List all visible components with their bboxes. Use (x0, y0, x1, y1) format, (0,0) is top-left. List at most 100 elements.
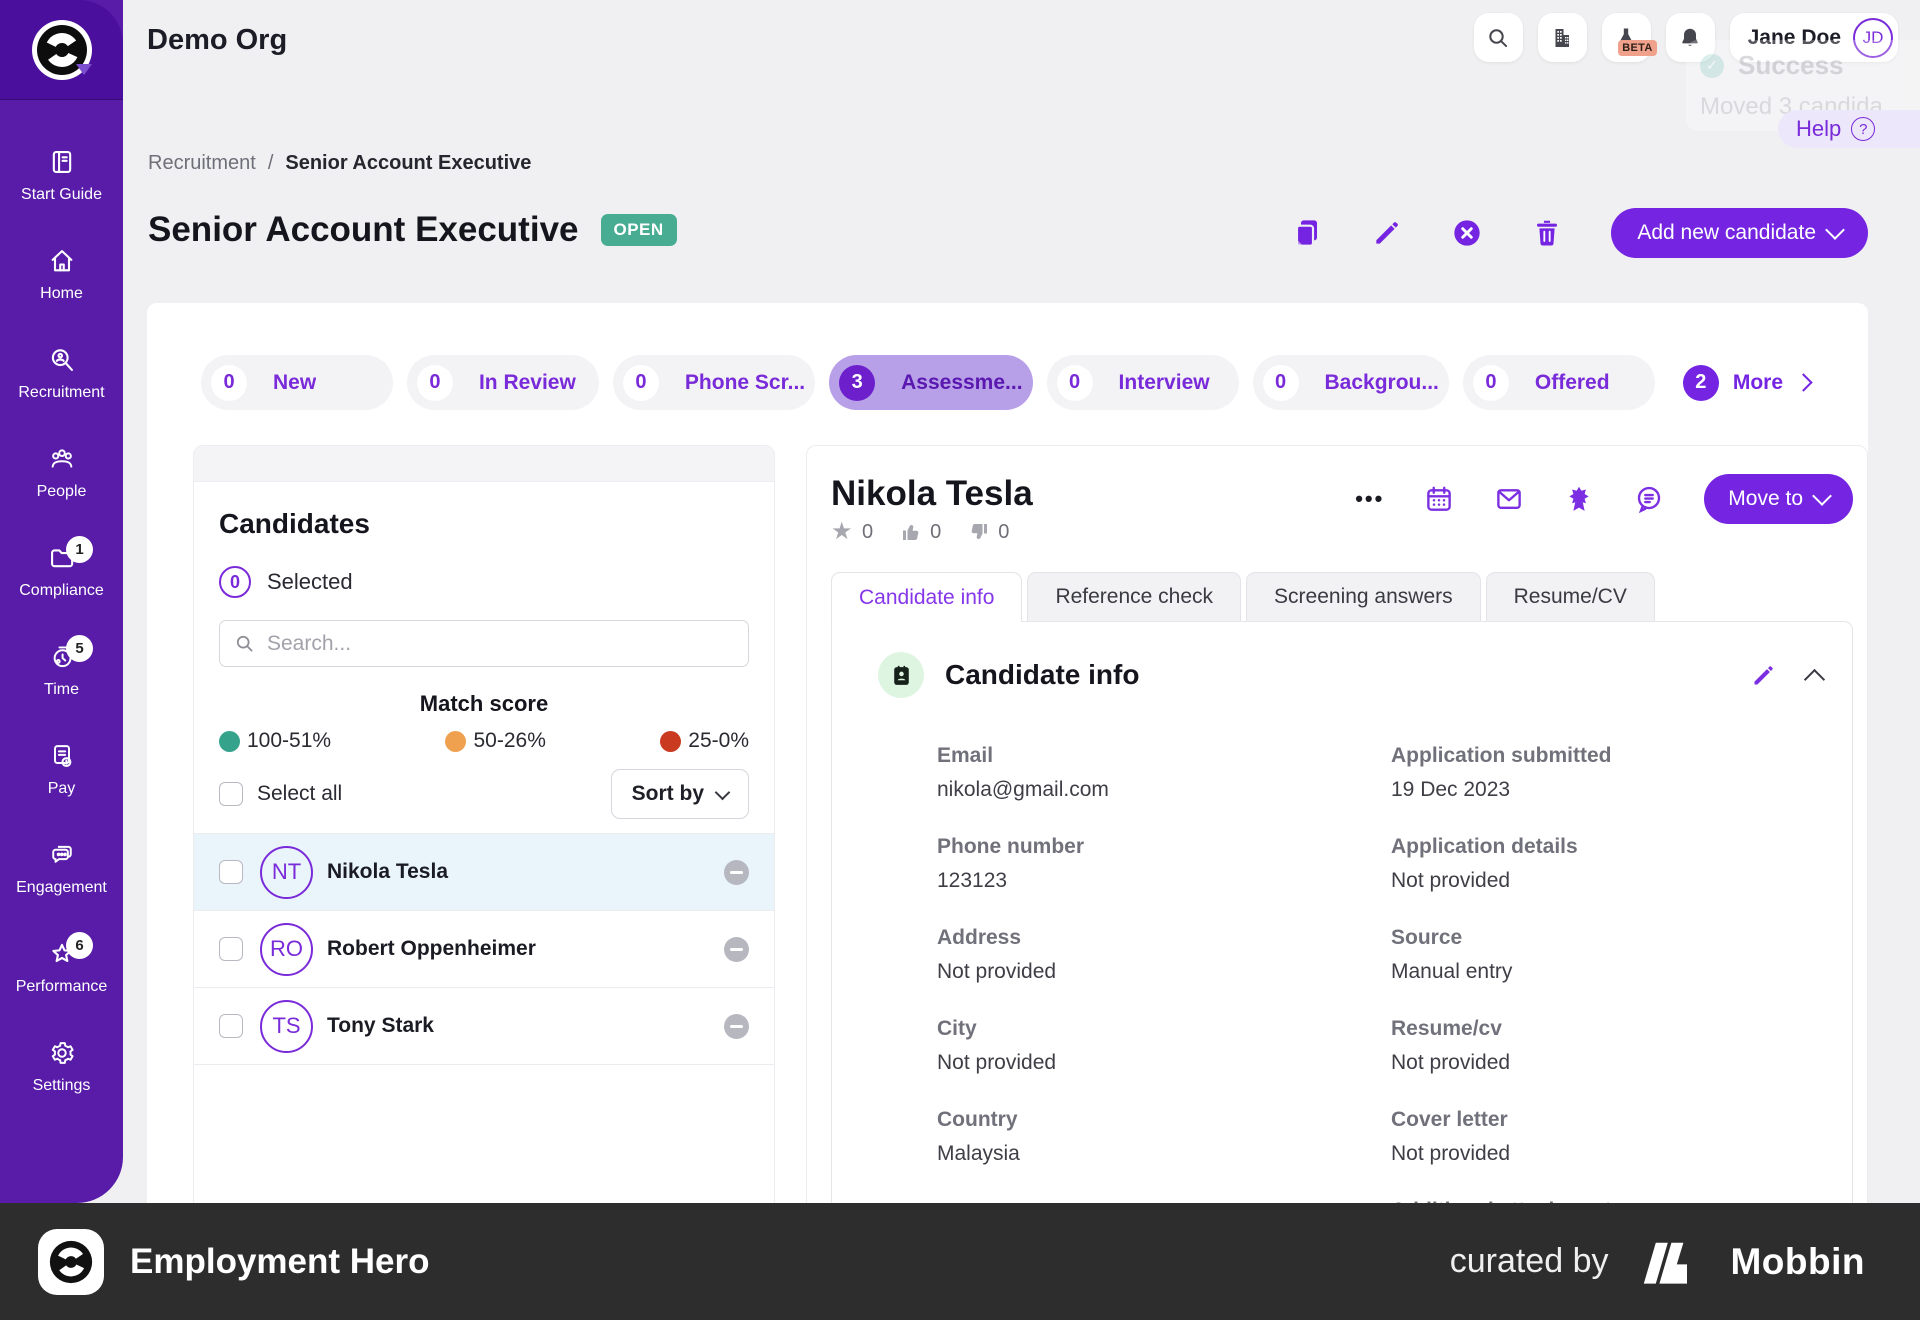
close-circle-icon[interactable] (1451, 217, 1483, 249)
sidebar-item-label: Engagement (16, 879, 107, 896)
sidebar-item-label: Home (40, 285, 83, 302)
stage-interview[interactable]: 0 Interview (1046, 355, 1239, 410)
remove-candidate-icon[interactable] (724, 859, 749, 885)
bell-icon (1682, 28, 1698, 46)
question-circle-icon: ? (1851, 117, 1876, 141)
edit-info-icon[interactable] (1750, 662, 1777, 689)
select-all-label: Select all (257, 782, 343, 805)
sidebar-item-time[interactable]: 5 Time (0, 623, 123, 722)
candidate-detail-panel: Nikola Tesla ★ 0 0 0 ••• (806, 445, 1868, 1320)
stage-label: Assessme... (901, 370, 1023, 394)
org-logo-button[interactable] (0, 0, 123, 100)
org-name: Demo Org (147, 24, 288, 56)
sidebar-item-label: Performance (15, 978, 108, 995)
candidate-info-fields: Email nikola@gmail.com Phone number 123123… (832, 698, 1852, 1240)
stage-offered[interactable]: 0 Offered (1462, 355, 1655, 410)
mobbin-logo-icon (1644, 1242, 1688, 1284)
thumbs-up-count: 0 (930, 520, 942, 543)
stage-in-review[interactable]: 0 In Review (406, 355, 599, 410)
award-star-icon[interactable] (1564, 484, 1594, 514)
candidate-checkbox[interactable] (219, 860, 243, 884)
stages-more-button[interactable]: 2 More (1669, 364, 1816, 401)
candidate-list: NT Nikola Tesla RO Robert Oppenheimer TS… (194, 833, 774, 1065)
candidate-checkbox[interactable] (219, 937, 243, 961)
breadcrumb-recruitment[interactable]: Recruitment (148, 152, 256, 174)
stage-count: 3 (839, 364, 876, 401)
user-menu[interactable]: Jane Doe JD (1729, 13, 1898, 62)
comments-icon[interactable] (1634, 484, 1664, 514)
sidebar-item-label: People (36, 483, 87, 500)
candidate-name: Robert Oppenheimer (327, 937, 536, 960)
stage-background-check[interactable]: 0 Backgrou... (1252, 355, 1449, 410)
stage-label: Backgrou... (1324, 370, 1439, 394)
stage-assessment[interactable]: 3 Assessme... (829, 355, 1033, 410)
status-badge: OPEN (600, 214, 677, 246)
duplicate-icon[interactable] (1291, 217, 1323, 249)
job-detail-card: 0 New 0 In Review 0 Phone Scr... 3 Asses… (147, 303, 1868, 1320)
home-icon (51, 250, 72, 272)
guide-book-icon (52, 151, 71, 173)
sidebar-item-engagement[interactable]: Engagement (0, 821, 123, 920)
user-name: Jane Doe (1747, 25, 1841, 49)
sort-by-button[interactable]: Sort by (610, 769, 749, 819)
candidate-row-nikola-tesla[interactable]: NT Nikola Tesla (194, 834, 774, 911)
chevron-down-icon (714, 784, 731, 800)
sidebar-item-performance[interactable]: 6 Performance (0, 920, 123, 1019)
add-new-candidate-button[interactable]: Add new candidate (1611, 208, 1868, 258)
organisations-button[interactable] (1537, 13, 1587, 62)
candidate-checkbox[interactable] (219, 1014, 243, 1038)
candidate-row-tony-stark[interactable]: TS Tony Stark (194, 988, 774, 1065)
more-actions-button[interactable]: ••• (1355, 486, 1385, 511)
breadcrumb-separator: / (267, 152, 274, 174)
candidate-search-input[interactable] (267, 631, 734, 656)
stage-new[interactable]: 0 New (201, 355, 393, 410)
move-to-button[interactable]: Move to (1704, 474, 1853, 524)
candidate-name: Tony Stark (327, 1014, 434, 1037)
trash-icon[interactable] (1531, 217, 1563, 249)
tab-screening-answers[interactable]: Screening answers (1246, 572, 1481, 621)
sidebar-item-compliance[interactable]: 1 Compliance (0, 524, 123, 623)
beta-badge: BETA (1618, 40, 1657, 56)
thumbs-up-icon[interactable] (899, 520, 923, 544)
tab-candidate-info[interactable]: Candidate info (831, 572, 1023, 622)
tab-reference-check[interactable]: Reference check (1027, 572, 1242, 621)
sidebar-item-people[interactable]: People (0, 425, 123, 524)
sidebar-item-home[interactable]: Home (0, 227, 123, 326)
candidate-detail-name: Nikola Tesla (831, 474, 1033, 513)
stage-label: Offered (1534, 370, 1610, 394)
add-candidate-label: Add new candidate (1637, 221, 1816, 244)
mobbin-wordmark: Mobbin (1730, 1240, 1865, 1282)
beta-labs-button[interactable]: BETA (1601, 13, 1657, 62)
remove-candidate-icon[interactable] (724, 936, 749, 962)
edit-pencil-icon[interactable] (1371, 217, 1403, 249)
star-rating-icon[interactable]: ★ (831, 518, 853, 545)
collapse-section-icon[interactable] (1803, 668, 1826, 690)
search-icon (1489, 28, 1508, 47)
field-address: Address Not provided (937, 926, 1057, 983)
help-button[interactable]: Help ? (1778, 110, 1920, 148)
candidate-row-robert-oppenheimer[interactable]: RO Robert Oppenheimer (194, 911, 774, 988)
remove-candidate-icon[interactable] (724, 1013, 749, 1039)
email-icon[interactable] (1494, 484, 1524, 514)
sidebar-item-recruitment[interactable]: Recruitment (0, 326, 123, 425)
sidebar: Start Guide Home Recruitment People 1 Co… (0, 0, 123, 1203)
notifications-button[interactable] (1665, 13, 1715, 62)
sidebar-item-pay[interactable]: Pay (0, 722, 123, 821)
candidate-avatar: NT (260, 845, 313, 899)
sidebar-item-settings[interactable]: Settings (0, 1019, 123, 1118)
stage-phone-screening[interactable]: 0 Phone Scr... (612, 355, 816, 410)
select-all-checkbox[interactable] (219, 782, 243, 806)
global-search-button[interactable] (1473, 13, 1523, 62)
calendar-icon[interactable] (1424, 484, 1454, 514)
stage-count: 0 (1262, 364, 1299, 401)
field-country: Country Malaysia (937, 1108, 1020, 1165)
avatar: JD (1853, 17, 1893, 58)
field-phone-number: Phone number 123123 (937, 835, 1085, 892)
tab-resume-cv[interactable]: Resume/CV (1485, 572, 1655, 621)
sidebar-item-start-guide[interactable]: Start Guide (0, 128, 123, 227)
engagement-chat-icon (51, 845, 72, 863)
candidate-info-title: Candidate info (945, 659, 1140, 690)
selected-label: Selected (267, 569, 353, 594)
thumbs-down-icon[interactable] (967, 520, 991, 544)
